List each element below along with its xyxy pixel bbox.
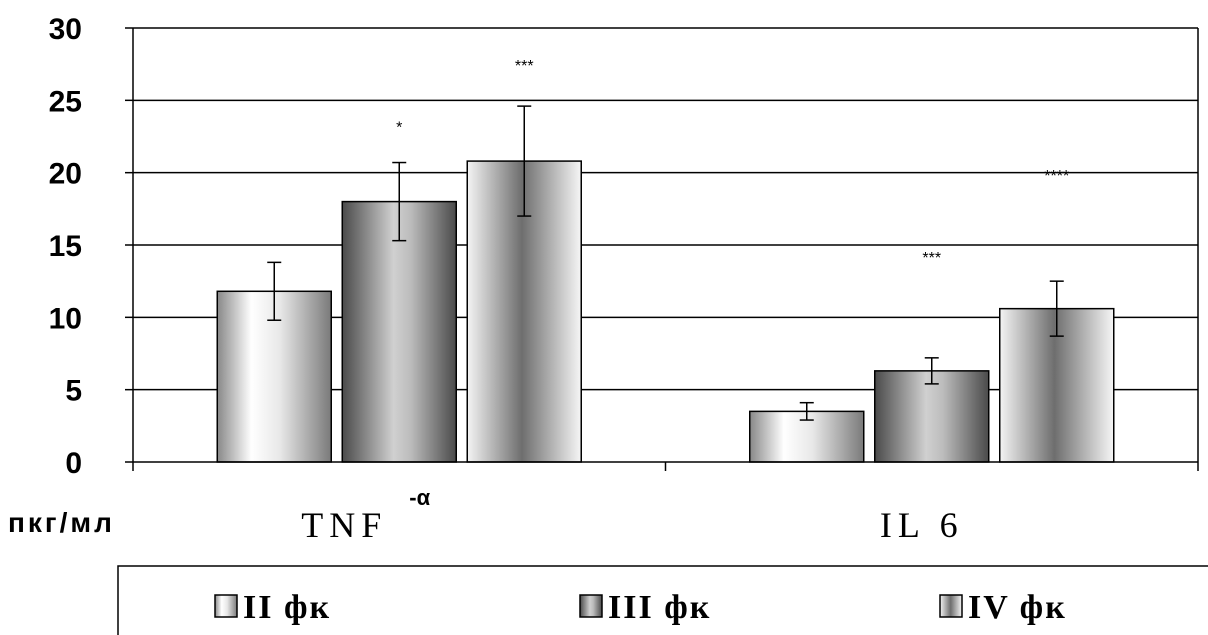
- legend: II фк III фк IV фк: [214, 589, 1067, 626]
- y-tick-label: 10: [49, 302, 82, 335]
- y-tick-labels: 0 5 10 15 20 25 30: [49, 13, 82, 480]
- significance-label: ***: [515, 58, 534, 75]
- legend-label: III фк: [608, 589, 711, 626]
- significance-label: *: [396, 120, 402, 137]
- legend-swatch: [939, 594, 963, 618]
- unit-label: пкг/мл: [8, 507, 115, 538]
- y-tick-label: 30: [49, 13, 82, 46]
- significance-label: ****: [1044, 168, 1069, 185]
- legend-label: II фк: [243, 589, 331, 626]
- category-label: TNF: [301, 505, 387, 545]
- legend-box: [117, 565, 1208, 635]
- y-tick-label: 15: [49, 230, 82, 263]
- y-tick-label: 20: [49, 158, 82, 191]
- axes: [125, 27, 1199, 471]
- significance-label: ***: [922, 250, 941, 267]
- bar: [874, 370, 990, 463]
- legend-swatch: [214, 594, 238, 618]
- y-tick-label: 0: [65, 447, 82, 480]
- bars: [216, 105, 1115, 463]
- legend-swatch: [579, 594, 603, 618]
- y-tick-label: 5: [65, 375, 82, 408]
- category-label: IL 6: [880, 505, 964, 545]
- annotations: ***********: [396, 58, 1069, 267]
- y-tick-label: 25: [49, 85, 82, 118]
- category-superscript: -α: [409, 485, 430, 510]
- category-labels: TNF -α IL 6: [301, 485, 964, 545]
- legend-label: IV фк: [968, 589, 1067, 626]
